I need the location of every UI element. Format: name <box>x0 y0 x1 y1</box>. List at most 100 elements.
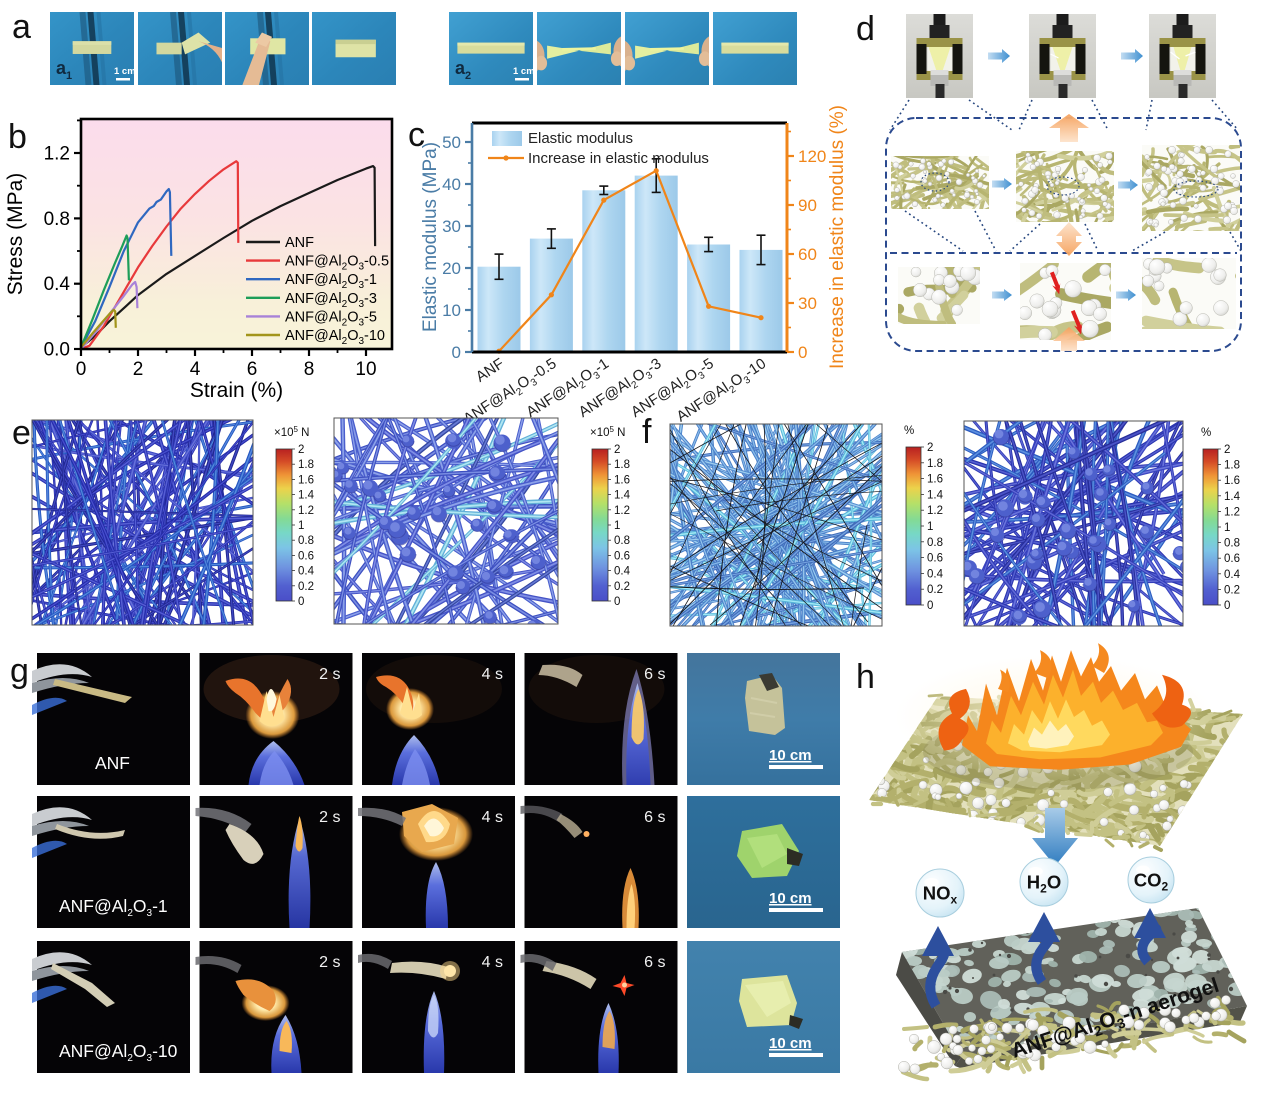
svg-text:10: 10 <box>442 301 461 320</box>
svg-text:2: 2 <box>614 444 620 456</box>
svg-text:10 cm: 10 cm <box>769 1035 812 1052</box>
svg-text:4 s: 4 s <box>482 809 503 826</box>
svg-text:0.8: 0.8 <box>614 535 630 547</box>
svg-text:30: 30 <box>798 294 817 313</box>
svg-text:0.2: 0.2 <box>927 584 943 596</box>
svg-text:×105 N: ×105 N <box>274 425 309 439</box>
svg-text:0.4: 0.4 <box>1224 569 1241 581</box>
svg-text:e: e <box>12 414 31 452</box>
svg-text:1.4: 1.4 <box>298 490 315 502</box>
svg-text:1.8: 1.8 <box>614 459 630 471</box>
svg-text:1.8: 1.8 <box>1224 460 1240 472</box>
svg-text:1: 1 <box>298 520 304 532</box>
svg-text:c: c <box>408 116 425 154</box>
svg-text:1.6: 1.6 <box>927 474 943 486</box>
svg-text:1.2: 1.2 <box>927 505 943 517</box>
svg-text:60: 60 <box>798 245 817 264</box>
svg-text:2: 2 <box>927 442 933 454</box>
svg-text:1: 1 <box>1224 522 1230 534</box>
svg-text:20: 20 <box>442 259 461 278</box>
svg-text:1.4: 1.4 <box>1224 491 1241 503</box>
svg-text:f: f <box>642 413 652 451</box>
svg-text:0.2: 0.2 <box>614 581 630 593</box>
svg-text:1.8: 1.8 <box>927 458 943 470</box>
svg-text:120: 120 <box>798 147 826 166</box>
svg-text:1: 1 <box>614 520 620 532</box>
svg-text:4: 4 <box>190 359 201 380</box>
svg-text:ANF: ANF <box>285 235 314 251</box>
svg-text:Stress (MPa): Stress (MPa) <box>4 173 27 296</box>
svg-text:Strain (%): Strain (%) <box>190 379 283 402</box>
svg-text:ANF@Al2O3-3: ANF@Al2O3-3 <box>576 355 666 423</box>
svg-text:ANF@Al2O3-10: ANF@Al2O3-10 <box>59 1041 178 1064</box>
svg-text:Elastic modulus: Elastic modulus <box>528 130 633 147</box>
svg-text:ANF@Al2O3-1: ANF@Al2O3-1 <box>285 272 377 291</box>
svg-text:30: 30 <box>442 217 461 236</box>
svg-text:Increase in elastic modulus: Increase in elastic modulus <box>528 150 709 167</box>
svg-text:2: 2 <box>298 444 304 456</box>
svg-text:50: 50 <box>442 133 461 152</box>
svg-text:4 s: 4 s <box>482 666 503 683</box>
svg-text:%: % <box>904 425 914 437</box>
svg-text:g: g <box>10 652 29 690</box>
svg-text:0: 0 <box>298 596 304 608</box>
svg-text:1.2: 1.2 <box>614 505 630 517</box>
svg-text:10 cm: 10 cm <box>769 747 812 764</box>
svg-text:0.4: 0.4 <box>44 274 71 295</box>
svg-text:d: d <box>856 10 875 48</box>
svg-text:6 s: 6 s <box>644 666 665 683</box>
svg-text:Increase in elastic modulus (%: Increase in elastic modulus (%) <box>827 105 848 369</box>
svg-text:6 s: 6 s <box>644 809 665 826</box>
svg-text:%: % <box>1201 427 1211 439</box>
svg-text:0.8: 0.8 <box>44 209 70 230</box>
svg-text:1.6: 1.6 <box>298 474 314 486</box>
svg-text:1 cm: 1 cm <box>114 66 136 77</box>
svg-text:ANF@Al2O3-5: ANF@Al2O3-5 <box>628 355 718 423</box>
svg-text:1 cm: 1 cm <box>513 66 535 77</box>
svg-text:10 cm: 10 cm <box>769 890 812 907</box>
svg-text:ANF: ANF <box>95 753 130 773</box>
svg-text:0.6: 0.6 <box>614 550 630 562</box>
svg-text:b: b <box>8 118 27 156</box>
svg-text:0.6: 0.6 <box>1224 553 1240 565</box>
svg-text:0.2: 0.2 <box>1224 584 1240 596</box>
svg-text:0: 0 <box>76 359 87 380</box>
svg-text:a: a <box>12 8 31 46</box>
svg-text:90: 90 <box>798 196 817 215</box>
svg-text:10: 10 <box>355 359 376 380</box>
svg-text:8: 8 <box>304 359 315 380</box>
svg-text:×105 N: ×105 N <box>590 425 625 439</box>
svg-text:6 s: 6 s <box>644 954 665 971</box>
svg-text:2: 2 <box>1224 444 1230 456</box>
svg-text:1.2: 1.2 <box>298 505 314 517</box>
svg-text:6: 6 <box>247 359 258 380</box>
svg-text:0.2: 0.2 <box>298 581 314 593</box>
svg-text:0.0: 0.0 <box>44 340 70 361</box>
svg-text:1.6: 1.6 <box>614 474 630 486</box>
svg-text:0: 0 <box>614 596 620 608</box>
svg-text:0.8: 0.8 <box>1224 538 1240 550</box>
svg-text:2 s: 2 s <box>319 809 340 826</box>
svg-text:ANF: ANF <box>473 355 507 386</box>
svg-text:0.4: 0.4 <box>614 566 631 578</box>
svg-text:0.8: 0.8 <box>927 537 943 549</box>
svg-text:0: 0 <box>798 343 807 362</box>
svg-text:2: 2 <box>133 359 144 380</box>
svg-text:1.2: 1.2 <box>44 144 70 165</box>
svg-text:0.4: 0.4 <box>298 566 315 578</box>
svg-text:0.8: 0.8 <box>298 535 314 547</box>
svg-text:1.6: 1.6 <box>1224 475 1240 487</box>
svg-text:0.4: 0.4 <box>927 568 944 580</box>
svg-text:0: 0 <box>927 600 933 612</box>
svg-text:2 s: 2 s <box>319 666 340 683</box>
svg-text:Elastic modulus (MPa): Elastic modulus (MPa) <box>420 142 441 332</box>
svg-text:ANF@Al2O3-3: ANF@Al2O3-3 <box>285 291 377 310</box>
svg-text:0.6: 0.6 <box>927 553 943 565</box>
svg-text:1.2: 1.2 <box>1224 506 1240 518</box>
svg-text:40: 40 <box>442 175 461 194</box>
svg-text:1: 1 <box>927 521 933 533</box>
svg-text:h: h <box>856 658 875 696</box>
svg-text:1.4: 1.4 <box>614 490 631 502</box>
svg-text:ANF@Al2O3-5: ANF@Al2O3-5 <box>285 309 377 328</box>
svg-text:0: 0 <box>1224 600 1230 612</box>
